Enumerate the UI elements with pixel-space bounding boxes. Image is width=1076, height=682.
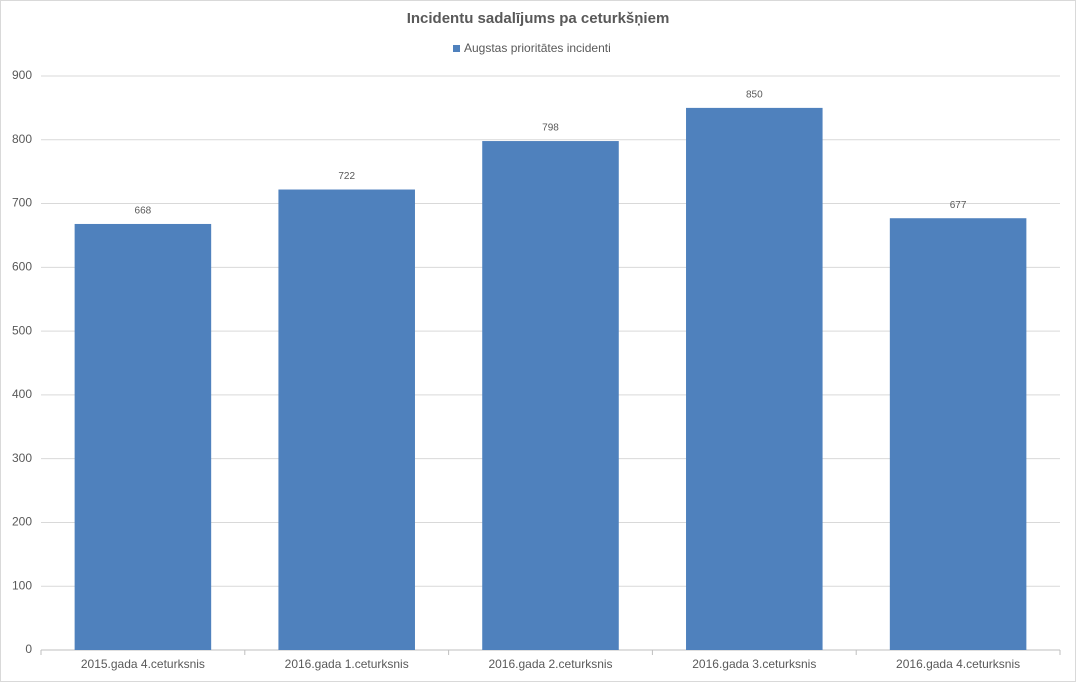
bar — [482, 141, 619, 650]
bar — [278, 189, 415, 650]
x-tick-label: 2016.gada 1.ceturksnis — [285, 657, 409, 671]
y-tick-label: 800 — [12, 132, 32, 146]
bar — [74, 223, 212, 650]
y-tick-label: 500 — [12, 323, 32, 337]
data-label: 722 — [338, 171, 355, 182]
x-tick-label: 2016.gada 3.ceturksnis — [692, 657, 816, 671]
data-label: 850 — [746, 90, 763, 101]
bar — [889, 218, 1027, 651]
x-tick-label: 2016.gada 2.ceturksnis — [488, 657, 612, 671]
y-tick-label: 700 — [12, 196, 32, 210]
legend-swatch — [453, 45, 460, 52]
y-tick-label: 0 — [25, 642, 32, 656]
data-label: 798 — [542, 123, 559, 134]
y-tick-label: 400 — [12, 387, 32, 401]
legend-label: Augstas prioritātes incidenti — [464, 41, 611, 55]
y-tick-label: 100 — [12, 578, 32, 592]
x-tick-label: 2015.gada 4.ceturksnis — [81, 657, 205, 671]
y-tick-label: 200 — [12, 515, 32, 529]
chart-title: Incidentu sadalījums pa ceturkšņiem — [407, 10, 670, 27]
x-tick-label: 2016.gada 4.ceturksnis — [896, 657, 1020, 671]
y-tick-label: 300 — [12, 451, 32, 465]
data-label: 677 — [950, 200, 967, 211]
y-tick-label: 900 — [12, 68, 32, 82]
data-label: 668 — [135, 206, 152, 217]
y-tick-label: 600 — [12, 260, 32, 274]
bar — [686, 107, 823, 650]
